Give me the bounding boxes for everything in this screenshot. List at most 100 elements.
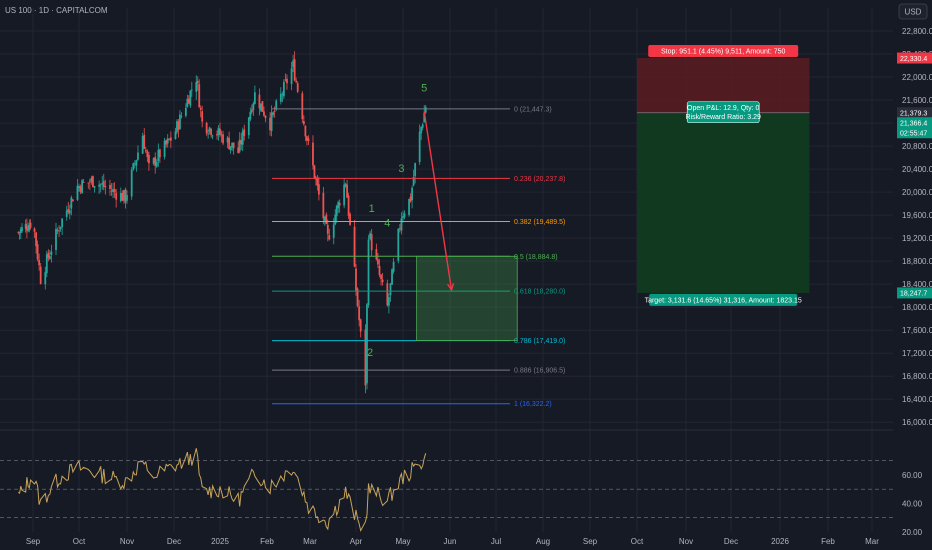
candle-body	[216, 134, 218, 136]
currency-button[interactable]: USD	[898, 3, 928, 20]
candle	[28, 219, 31, 233]
time-tick-label: Mar	[303, 537, 317, 546]
candle	[397, 228, 400, 264]
fib-level-label: 0.886 (16,906.5)	[514, 368, 565, 375]
candle	[347, 192, 350, 220]
candle-body	[240, 140, 243, 145]
price-axis[interactable]: 16,000.0 16,400.0 16,800.0 17,200.0 17,600.0…	[893, 0, 932, 550]
candle	[166, 134, 169, 148]
time-tick-label: Jul	[491, 537, 501, 546]
price-badge-target: 18,247.7	[897, 287, 932, 299]
candle-body	[90, 177, 93, 182]
candle	[418, 124, 421, 165]
candle-body	[304, 125, 307, 137]
candle	[148, 151, 150, 171]
candle	[38, 253, 41, 271]
candle-body	[99, 184, 102, 186]
candle	[119, 187, 122, 203]
candle	[123, 189, 125, 204]
price-tick-label: 19,200.0	[902, 234, 932, 243]
candle-body	[261, 101, 264, 112]
fib-level-label: 0.786 (17,419.0)	[514, 338, 565, 345]
target-label: Target: 3,131.6 (14.65%) 31,316, Amount:…	[645, 293, 802, 306]
candle	[50, 244, 53, 263]
candle	[231, 142, 234, 152]
candle-body	[322, 192, 325, 219]
candle-body	[356, 288, 359, 306]
candle-body	[211, 135, 214, 137]
candle-body	[231, 142, 234, 148]
currency-label: USD	[905, 8, 922, 17]
candle	[403, 210, 406, 220]
candle	[199, 105, 202, 118]
candle-body	[250, 109, 253, 113]
candle	[92, 175, 94, 188]
candle	[39, 263, 42, 285]
target-zone[interactable]	[637, 112, 810, 293]
candle	[296, 81, 299, 94]
candle-body	[367, 239, 370, 306]
candle-body	[169, 137, 172, 141]
price-badge-bg	[897, 52, 932, 64]
candle	[137, 145, 139, 161]
candle-body	[104, 186, 107, 188]
candle-body	[159, 149, 161, 158]
candle	[146, 149, 149, 163]
time-tick-label: Dec	[167, 537, 181, 546]
candle-body	[290, 68, 293, 85]
price-badge-last: 21,379.3	[897, 107, 932, 119]
fib-level-label: 0.618 (18,280.0)	[514, 289, 565, 296]
candle	[211, 134, 214, 140]
candle-body	[424, 107, 427, 113]
candle-body	[369, 233, 371, 240]
candle-body	[253, 92, 256, 104]
candle	[398, 223, 401, 233]
candle	[18, 231, 21, 240]
wave-label: 5	[421, 82, 427, 94]
candle	[335, 204, 338, 223]
candle	[238, 132, 241, 154]
candle	[101, 175, 104, 190]
target-zone-box[interactable]	[416, 255, 518, 342]
candle-body	[144, 149, 147, 152]
candle-body	[335, 205, 338, 217]
candle-body	[82, 182, 85, 183]
candle-body	[302, 120, 305, 125]
candle-body	[35, 232, 37, 247]
candle-body	[355, 268, 357, 291]
candle-body	[196, 80, 199, 84]
candle	[402, 210, 404, 223]
candle-body	[163, 140, 166, 157]
candle	[90, 175, 93, 185]
candle-body	[21, 227, 23, 232]
time-tick-label: Nov	[120, 537, 134, 546]
candle-body	[325, 214, 328, 224]
candle-body	[179, 114, 181, 130]
candle	[165, 139, 168, 148]
price-tick-label: 21,600.0	[902, 96, 932, 105]
candle-body	[207, 133, 210, 135]
candle	[355, 263, 357, 296]
candle	[286, 74, 288, 90]
candle-body	[195, 82, 198, 92]
candle-body	[199, 107, 202, 110]
candle	[377, 253, 379, 268]
projection-arrow[interactable]	[423, 111, 455, 292]
candle	[295, 77, 298, 84]
candle-body	[92, 176, 94, 187]
fib-level-label: 0 (21,447.3)	[514, 106, 552, 113]
rsi-pane[interactable]	[0, 448, 893, 533]
candle-body	[78, 185, 80, 188]
candle	[334, 209, 337, 226]
candle-body	[119, 193, 122, 202]
candle-body	[312, 142, 314, 166]
short-position-tool[interactable]: Stop: 951.1 (4.45%) 9,511, Amount: 750 Op…	[637, 45, 810, 306]
candle	[179, 110, 181, 130]
wave-label: 4	[384, 218, 390, 230]
candle-body	[38, 259, 41, 266]
candle-body	[28, 224, 31, 231]
time-axis[interactable]: Sep Oct Nov Dec 2025 Feb Mar Apr May Jun Jul Aug Sep…	[26, 537, 879, 546]
candle-body	[389, 283, 392, 296]
candle	[184, 103, 187, 118]
